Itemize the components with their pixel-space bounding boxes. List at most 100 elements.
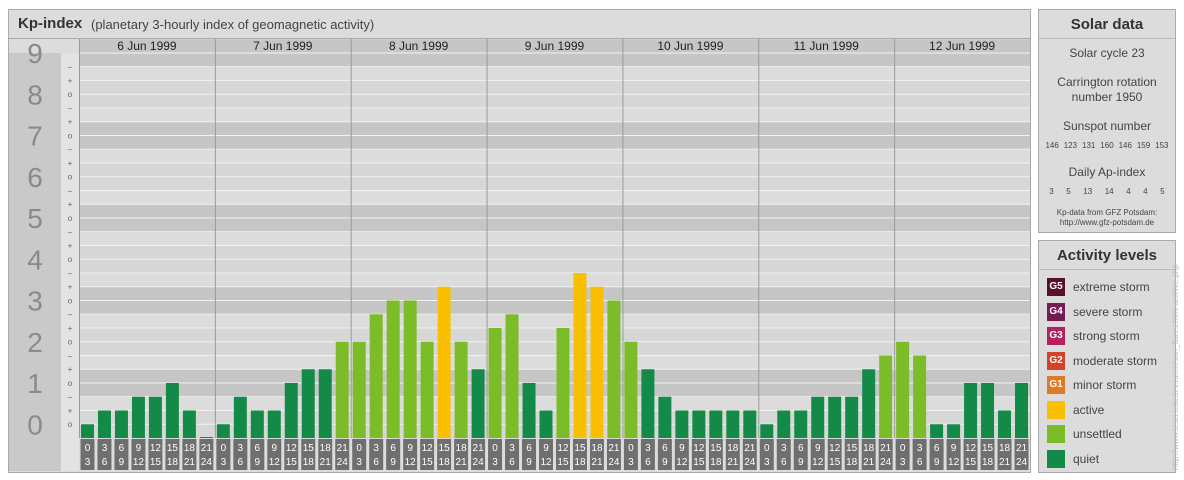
sunspot-value: 153 bbox=[1155, 141, 1169, 150]
kp-bar bbox=[913, 355, 927, 438]
kp-bar bbox=[199, 437, 213, 438]
hour-box bbox=[437, 439, 452, 470]
hour-start-label: 18 bbox=[456, 443, 468, 454]
kp-bar bbox=[607, 300, 621, 438]
activity-levels-heading: Activity levels bbox=[1039, 241, 1175, 270]
kp-bar bbox=[590, 286, 604, 438]
kp-bar bbox=[352, 341, 366, 438]
hour-box bbox=[742, 439, 757, 470]
hour-end-label: 12 bbox=[405, 457, 417, 468]
y-sub-tick-label: – bbox=[68, 310, 73, 319]
legend-label: unsettled bbox=[1073, 427, 1122, 441]
legend-swatch bbox=[1047, 449, 1065, 468]
y-sub-tick-label: – bbox=[68, 228, 73, 237]
kp-bar bbox=[437, 286, 451, 438]
kp-bar bbox=[573, 272, 587, 438]
hour-start-label: 3 bbox=[373, 443, 379, 454]
hour-end-label: 6 bbox=[102, 457, 108, 468]
activity-levels-panel: Activity levels G5 extreme storm G4 severe … bbox=[1038, 240, 1176, 473]
y-sub-tick-label: o bbox=[68, 90, 73, 99]
legend-label: strong storm bbox=[1073, 329, 1140, 343]
hour-end-label: 21 bbox=[456, 457, 468, 468]
hour-start-label: 9 bbox=[815, 443, 821, 454]
hour-end-label: 3 bbox=[764, 457, 770, 468]
hour-start-label: 15 bbox=[710, 443, 722, 454]
hour-start-label: 3 bbox=[645, 443, 651, 454]
hour-box bbox=[403, 439, 418, 470]
hour-box bbox=[827, 439, 842, 470]
hour-box bbox=[284, 439, 299, 470]
hour-start-label: 9 bbox=[679, 443, 685, 454]
ap-index-values: 3 5 13 14 4 4 5 bbox=[1039, 187, 1175, 196]
ap-index-value: 5 bbox=[1160, 187, 1165, 196]
hour-box bbox=[80, 439, 95, 470]
hour-end-label: 18 bbox=[846, 457, 858, 468]
ap-index-value: 4 bbox=[1143, 187, 1148, 196]
kp-bar bbox=[879, 355, 893, 438]
kp-bar bbox=[420, 341, 434, 438]
hour-end-label: 21 bbox=[863, 457, 875, 468]
hour-box bbox=[454, 439, 469, 470]
hour-box bbox=[980, 439, 995, 470]
hour-box bbox=[844, 439, 859, 470]
hour-end-label: 15 bbox=[422, 457, 434, 468]
hour-box bbox=[216, 439, 231, 470]
day-label: 8 Jun 1999 bbox=[389, 39, 449, 53]
hour-end-label: 12 bbox=[676, 457, 688, 468]
kp-bar bbox=[964, 383, 978, 438]
y-sub-tick-label: – bbox=[68, 186, 73, 195]
y-sub-tick-label: + bbox=[68, 283, 73, 292]
y-sub-tick-label: + bbox=[68, 241, 73, 250]
hour-start-label: 0 bbox=[221, 443, 227, 454]
hour-end-label: 24 bbox=[473, 457, 485, 468]
hour-end-label: 9 bbox=[119, 457, 125, 468]
hour-box bbox=[488, 439, 503, 470]
hour-start-label: 18 bbox=[591, 443, 603, 454]
hour-start-label: 12 bbox=[150, 443, 162, 454]
hour-end-label: 21 bbox=[999, 457, 1011, 468]
legend-label: quiet bbox=[1073, 451, 1100, 466]
hour-start-label: 18 bbox=[320, 443, 332, 454]
hour-start-label: 12 bbox=[693, 443, 705, 454]
hour-box bbox=[352, 439, 367, 470]
hour-end-label: 18 bbox=[167, 457, 179, 468]
hour-box bbox=[522, 439, 537, 470]
hour-box bbox=[233, 439, 248, 470]
kp-bar bbox=[81, 424, 94, 438]
chart-subtitle: (planetary 3-hourly index of geomagnetic… bbox=[91, 17, 375, 32]
y-subaxis-band bbox=[61, 53, 79, 471]
ap-index-value: 14 bbox=[1104, 187, 1114, 196]
kp-bar bbox=[624, 341, 638, 438]
hour-end-label: 18 bbox=[303, 457, 315, 468]
hour-box bbox=[963, 439, 978, 470]
legend-swatch: G3 bbox=[1047, 327, 1065, 345]
hour-start-label: 9 bbox=[136, 443, 142, 454]
y-sub-tick-label: + bbox=[68, 365, 73, 374]
hour-end-label: 21 bbox=[591, 457, 603, 468]
kp-bar bbox=[165, 383, 179, 438]
hour-end-label: 24 bbox=[201, 457, 213, 468]
legend-label: active bbox=[1073, 402, 1105, 417]
hour-start-label: 21 bbox=[1016, 443, 1028, 454]
hour-start-label: 21 bbox=[608, 443, 620, 454]
y-sub-tick-label: + bbox=[68, 406, 73, 415]
hour-end-label: 24 bbox=[337, 457, 349, 468]
hour-start-label: 6 bbox=[255, 443, 261, 454]
hour-end-label: 3 bbox=[492, 457, 498, 468]
hour-start-label: 21 bbox=[880, 443, 892, 454]
hour-start-label: 15 bbox=[167, 443, 179, 454]
hour-end-label: 9 bbox=[390, 457, 396, 468]
hour-start-label: 15 bbox=[574, 443, 586, 454]
legend-swatch bbox=[1047, 400, 1065, 419]
hour-box bbox=[708, 439, 723, 470]
hour-start-label: 18 bbox=[184, 443, 196, 454]
hour-box bbox=[793, 439, 808, 470]
solar-data-heading: Solar data bbox=[1039, 10, 1175, 39]
hour-start-label: 9 bbox=[951, 443, 957, 454]
legend-swatch: G2 bbox=[1047, 351, 1065, 370]
hour-box bbox=[471, 439, 486, 470]
day-label: 6 Jun 1999 bbox=[117, 39, 177, 53]
chart-title: Kp-index bbox=[18, 15, 83, 32]
y-tick-label: 0 bbox=[27, 409, 43, 440]
kp-bar bbox=[947, 424, 961, 438]
